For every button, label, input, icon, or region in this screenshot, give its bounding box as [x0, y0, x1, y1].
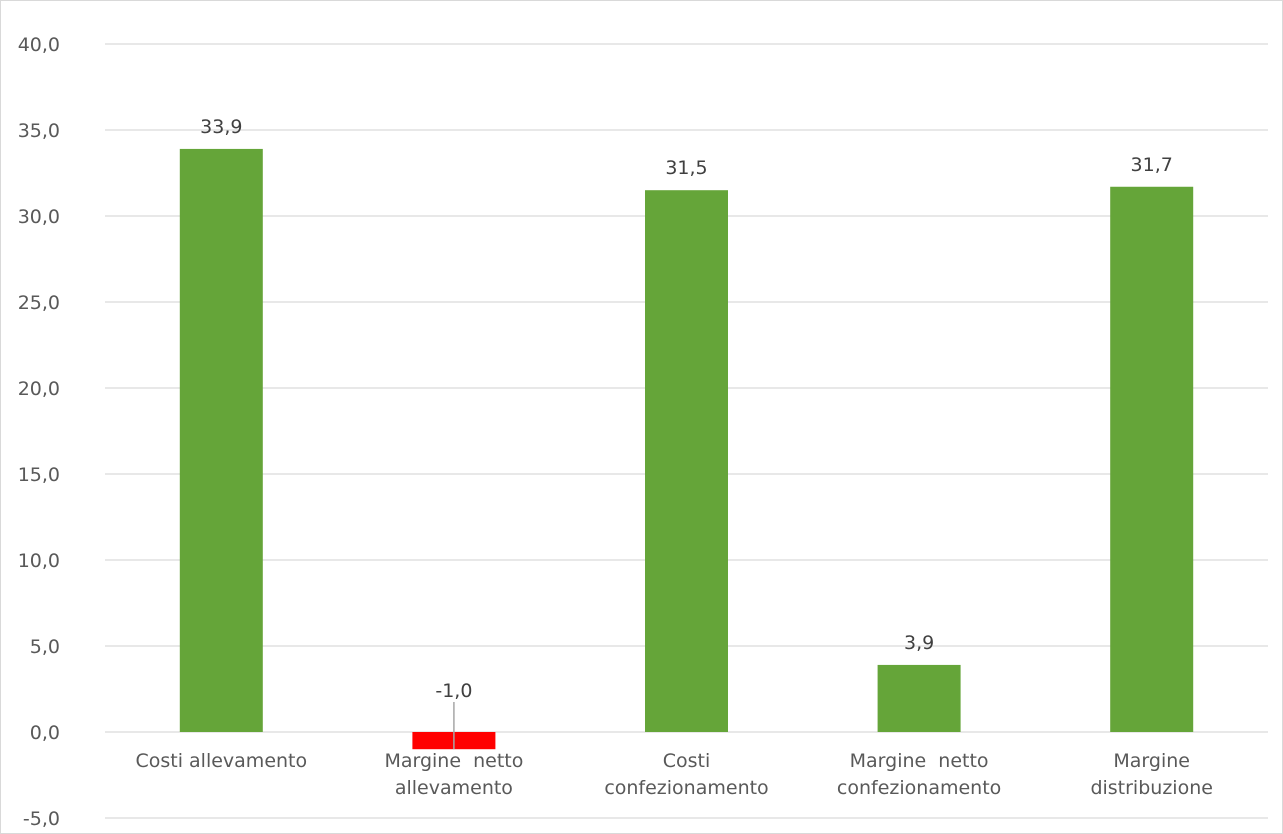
y-axis-tick-labels: -5,0 0,0 5,0 10,0 15,0 20,0 25,0 30,0 35,0 40,0	[18, 34, 60, 830]
data-label: 33,9	[200, 116, 242, 138]
y-tick-label: 20,0	[18, 378, 60, 400]
y-tick-label: 40,0	[18, 34, 60, 56]
bar	[645, 190, 728, 732]
y-tick-label: -5,0	[23, 808, 60, 830]
data-labels: 33,9 -1,0 31,5 3,9 31,7	[200, 116, 1173, 750]
category-label: allevamento	[395, 777, 513, 799]
y-tick-label: 5,0	[30, 636, 60, 658]
y-tick-label: 30,0	[18, 206, 60, 228]
data-label: 31,5	[665, 157, 707, 179]
category-label: Margine	[1113, 750, 1190, 772]
y-tick-label: 0,0	[30, 722, 60, 744]
category-label: confezionamento	[604, 777, 768, 799]
data-label: 3,9	[904, 632, 934, 654]
y-tick-label: 25,0	[18, 292, 60, 314]
y-tick-label: 35,0	[18, 120, 60, 142]
bars	[179, 148, 1194, 750]
category-label: Costi allevamento	[135, 750, 307, 772]
category-label: Costi	[663, 750, 711, 772]
category-label: confezionamento	[837, 777, 1001, 799]
bar	[1110, 186, 1194, 732]
category-label: Margine netto	[384, 750, 523, 772]
data-label: -1,0	[435, 680, 472, 702]
y-tick-label: 10,0	[18, 550, 60, 572]
category-label: distribuzione	[1090, 777, 1213, 799]
data-label: 31,7	[1131, 154, 1173, 176]
y-tick-label: 15,0	[18, 464, 60, 486]
bar	[877, 664, 961, 732]
x-axis-category-labels: Costi allevamento Margine netto allevament…	[135, 750, 1212, 799]
category-label: Margine netto	[850, 750, 989, 772]
bar	[179, 148, 263, 733]
